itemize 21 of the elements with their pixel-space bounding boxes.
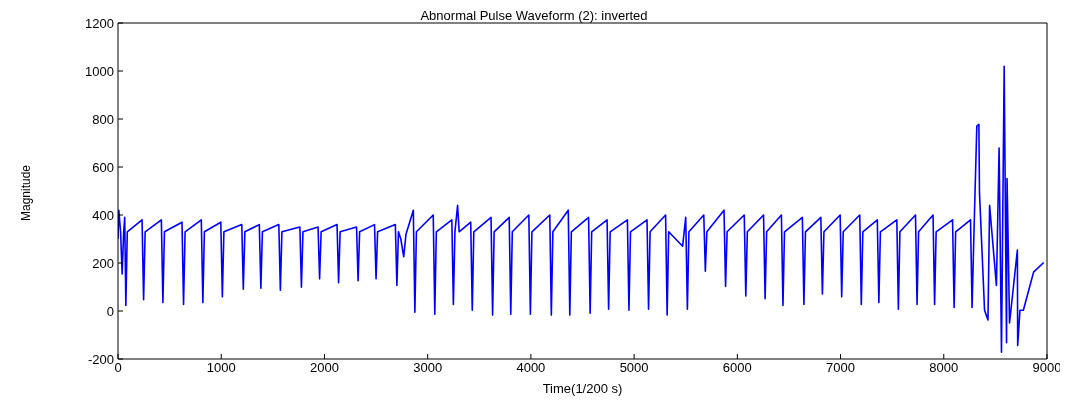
y-tick-label: 400 <box>92 207 114 223</box>
y-tick-label: 0 <box>106 303 114 319</box>
x-tick-label: 4000 <box>516 360 546 376</box>
y-tick-label: 600 <box>92 159 114 175</box>
chart-title: Abnormal Pulse Waveform (2): inverted <box>420 8 648 23</box>
x-tick-label: 5000 <box>619 360 649 376</box>
y-tick-label: 200 <box>92 255 114 271</box>
y-tick-label: 1200 <box>85 15 114 31</box>
x-tick-label: 9000 <box>1032 360 1062 376</box>
y-tick-label: 800 <box>92 111 114 127</box>
x-tick-label: 2000 <box>309 360 339 376</box>
x-tick-label: 1000 <box>206 360 236 376</box>
y-tick-label: -200 <box>87 351 114 367</box>
line-series <box>118 65 1045 354</box>
x-tick-label: 8000 <box>929 360 959 376</box>
y-axis-title: Magnitude <box>19 164 34 221</box>
x-tick-label: 7000 <box>826 360 856 376</box>
x-tick-label: 6000 <box>722 360 752 376</box>
x-tick-label: 3000 <box>413 360 443 376</box>
y-tick-label: 1000 <box>85 63 114 79</box>
x-axis-title: Time(1/200 s) <box>542 381 623 396</box>
